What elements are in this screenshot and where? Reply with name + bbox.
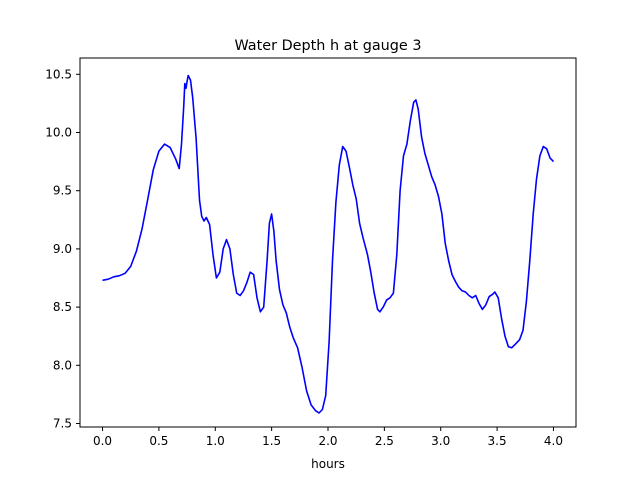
y-tick-label: 10.5 bbox=[45, 67, 72, 81]
x-tick-label: 2.5 bbox=[375, 434, 394, 448]
x-tick-label: 1.5 bbox=[262, 434, 281, 448]
x-tick-label: 0.0 bbox=[93, 434, 112, 448]
x-axis: 0.0 0.5 1.0 1.5 2.0 2.5 3.0 3.5 4.0 bbox=[93, 427, 563, 448]
x-axis-label: hours bbox=[311, 457, 345, 471]
y-tick-label: 9.5 bbox=[53, 184, 72, 198]
x-tick-label: 4.0 bbox=[544, 434, 563, 448]
y-tick-label: 8.5 bbox=[53, 300, 72, 314]
x-tick-label: 3.5 bbox=[488, 434, 507, 448]
x-tick-label: 3.0 bbox=[431, 434, 450, 448]
chart-title: Water Depth h at gauge 3 bbox=[234, 38, 421, 54]
series-layer bbox=[102, 74, 555, 414]
y-tick-label: 7.5 bbox=[53, 417, 72, 431]
y-axis: 7.5 8.0 8.5 9.0 9.5 10.0 10.5 bbox=[45, 67, 80, 431]
series-line-0 bbox=[102, 74, 555, 414]
y-tick-label: 10.0 bbox=[45, 125, 72, 139]
y-tick-label: 9.0 bbox=[53, 242, 72, 256]
x-tick-label: 1.0 bbox=[206, 434, 225, 448]
y-tick-label: 8.0 bbox=[53, 358, 72, 372]
x-tick-label: 2.0 bbox=[318, 434, 337, 448]
x-tick-label: 0.5 bbox=[149, 434, 168, 448]
